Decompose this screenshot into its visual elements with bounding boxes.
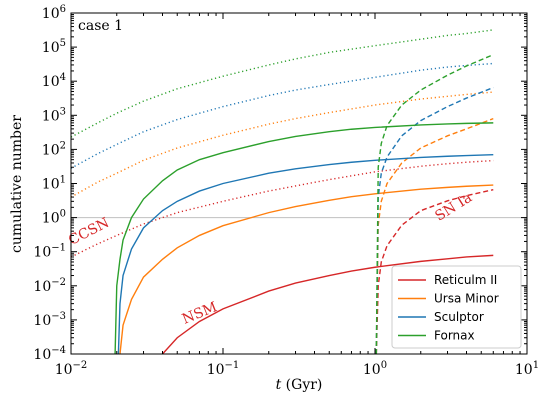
y-tick-label: 10−1: [33, 243, 66, 261]
reticulm-ii-ccsn-line: [71, 159, 494, 258]
x-axis-title: t (Gyr): [276, 377, 323, 393]
y-tick-label-base: 10: [42, 211, 60, 227]
y-tick-label: 101: [42, 175, 66, 193]
ursa-minor-ccsn-line: [71, 91, 494, 198]
legend-label-fornax: Fornax: [434, 329, 475, 343]
x-tick-label-exponent: −1: [225, 360, 240, 371]
y-tick-label: 103: [42, 106, 66, 124]
x-tick-label: 10−1: [207, 360, 240, 378]
y-tick-label-base: 10: [42, 40, 60, 56]
y-tick-label-base: 10: [33, 279, 51, 295]
sculptor-ccsn-line: [71, 62, 494, 169]
annotation-ccsn: CCSN: [66, 215, 112, 249]
tick-layer: 10−2 10−1 100 10110−410−310−210−11001011021…: [33, 4, 539, 378]
y-tick-label: 10−3: [33, 311, 66, 329]
y-tick-label-base: 10: [33, 347, 51, 363]
x-axis-title-symbol: t: [276, 377, 282, 393]
y-tick-label-base: 10: [42, 108, 60, 124]
x-tick-label-exponent: 1: [533, 360, 539, 371]
sculptor-nsm-line: [117, 153, 494, 354]
y-axis-title: cumulative number: [9, 115, 25, 253]
y-tick-label-base: 10: [42, 74, 60, 90]
y-tick-label: 102: [42, 140, 66, 158]
y-tick-label-exponent: 6: [60, 4, 66, 15]
ursa-minor-sn-ia-line: [375, 117, 494, 354]
panel-label: case 1: [78, 18, 123, 34]
series-layer: [71, 29, 494, 354]
y-tick-label-exponent: 4: [60, 72, 66, 83]
y-tick-label-exponent: −2: [51, 277, 66, 288]
y-tick-label-exponent: 0: [60, 209, 66, 220]
x-tick-label: 100: [363, 360, 387, 378]
ursa-minor-nsm-line: [119, 184, 494, 354]
y-tick-label-base: 10: [33, 245, 51, 261]
y-tick-label-exponent: 3: [60, 106, 66, 117]
y-tick-label: 104: [42, 72, 66, 90]
y-tick-label-exponent: −1: [51, 243, 66, 254]
x-tick-label-base: 10: [363, 362, 381, 378]
y-tick-label-exponent: 1: [60, 175, 66, 186]
y-tick-label-exponent: −3: [51, 311, 66, 322]
annotation-nsm: NSM: [180, 299, 220, 327]
x-tick-label: 10−2: [55, 360, 88, 378]
x-tick-label-base: 10: [55, 362, 73, 378]
x-tick-label-base: 10: [515, 362, 533, 378]
y-tick-label: 100: [42, 209, 66, 227]
annotation-sn-ia: SN Ia: [432, 190, 475, 225]
y-tick-label: 10−2: [33, 277, 66, 295]
sculptor-sn-ia-line: [375, 86, 494, 354]
y-tick-label-base: 10: [33, 313, 51, 329]
legend-box: [391, 265, 522, 349]
reticulm-ii-sn-ia-line: [375, 188, 494, 354]
y-tick-label-exponent: 2: [60, 140, 66, 151]
legend-label-ursa-minor: Ursa Minor: [434, 292, 499, 306]
y-tick-label: 106: [42, 4, 66, 22]
fornax-nsm-line: [114, 122, 494, 354]
x-tick-label-exponent: −2: [73, 360, 88, 371]
y-tick-label: 105: [42, 38, 66, 56]
y-tick-label-base: 10: [42, 142, 60, 158]
y-tick-label-base: 10: [42, 6, 60, 22]
fornax-sn-ia-line: [375, 54, 494, 354]
y-tick-label-exponent: −4: [51, 345, 66, 356]
legend-label-sculptor: Sculptor: [434, 310, 484, 324]
reticulm-ii-nsm-line: [161, 254, 494, 354]
x-tick-label: 101: [515, 360, 539, 378]
y-tick-label: 10−4: [33, 345, 66, 363]
fornax-ccsn-line: [71, 29, 494, 138]
x-tick-label-exponent: 0: [381, 360, 387, 371]
legend-label-reticulm-ii: Reticulm II: [434, 273, 497, 287]
y-tick-label-exponent: 5: [60, 38, 66, 49]
x-axis-title-unit: (Gyr): [281, 377, 322, 393]
legend: Reticulm II Ursa Minor Sculptor Fornax: [391, 265, 522, 349]
x-tick-label-base: 10: [207, 362, 225, 378]
y-tick-label-base: 10: [42, 177, 60, 193]
